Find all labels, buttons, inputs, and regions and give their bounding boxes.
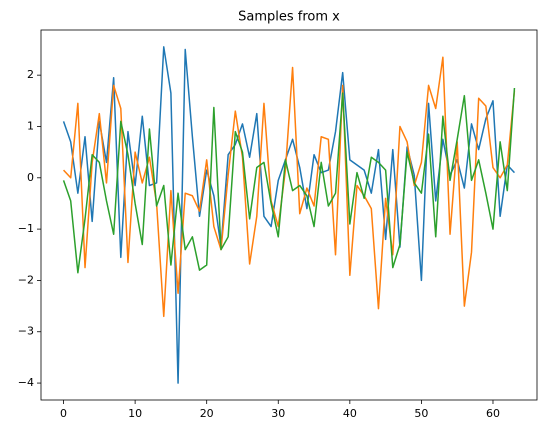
y-tick-label: −4 (18, 376, 34, 389)
y-tick-label: 1 (27, 119, 34, 132)
plot-frame (40, 29, 538, 401)
y-tick-label: 0 (27, 171, 34, 184)
y-tick-label: −1 (18, 222, 34, 235)
x-tick-label: 50 (414, 407, 428, 420)
x-tick-label: 30 (271, 407, 285, 420)
line-series (63, 56, 516, 318)
line-series (62, 87, 516, 274)
y-tick-label: −3 (18, 325, 34, 338)
x-tick-label: 40 (343, 407, 357, 420)
y-tick-label: 2 (27, 68, 34, 81)
y-tick-label: −2 (18, 273, 34, 286)
x-tick-label: 20 (200, 407, 214, 420)
x-tick-label: 0 (60, 407, 67, 420)
chart-title: Samples from x (238, 10, 340, 25)
x-tick-label: 60 (486, 407, 500, 420)
x-tick-label: 10 (128, 407, 142, 420)
